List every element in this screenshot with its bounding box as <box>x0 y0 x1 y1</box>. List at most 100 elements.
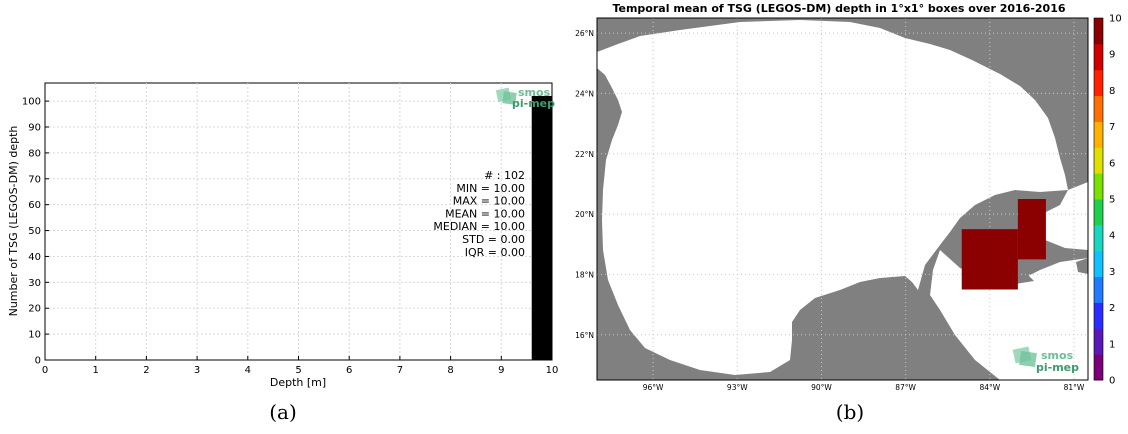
x-tick-label: 5 <box>295 365 301 376</box>
lon-tick-label: 93°W <box>727 383 748 392</box>
x-tick-label: 7 <box>397 365 403 376</box>
histogram-x-ticks: 0 1 2 3 4 5 6 7 8 9 10 <box>42 356 559 376</box>
yucatan-peninsula <box>800 280 915 345</box>
map-data-cells <box>961 199 1046 290</box>
colorbar-tick-label: 2 <box>1109 303 1115 314</box>
stat-line: MAX = 10.00 <box>453 195 525 208</box>
histogram-y-ticks: 0 10 20 30 40 50 60 70 80 90 100 <box>22 97 49 367</box>
colorbar-segment <box>1094 354 1103 381</box>
y-tick-label: 70 <box>28 174 41 185</box>
colorbar-tick-label: 0 <box>1109 376 1115 387</box>
y-tick-label: 100 <box>22 97 41 108</box>
y-tick-label: 40 <box>28 252 41 263</box>
lat-tick-label: 22°N <box>575 150 594 159</box>
x-tick-label: 9 <box>498 365 504 376</box>
map-lon-ticks: 96°W 93°W 90°W 87°W 84°W 81°W <box>643 383 1085 392</box>
stat-line: MEDIAN = 10.00 <box>433 220 525 233</box>
stat-line: # : 102 <box>484 169 525 182</box>
colorbar-segment <box>1094 199 1103 226</box>
lat-tick-label: 24°N <box>575 89 594 98</box>
histogram-plot-area <box>44 82 553 361</box>
hispaniola-island <box>1076 258 1088 274</box>
data-cell <box>961 229 1018 290</box>
colorbar-tick-label: 4 <box>1109 231 1115 242</box>
colorbar-frame <box>1093 17 1104 381</box>
lon-tick-label: 90°W <box>811 383 832 392</box>
stat-line: MEAN = 10.00 <box>445 207 525 220</box>
smos-logo-a: smos pi-mep <box>495 86 555 110</box>
x-tick-label: 0 <box>42 365 48 376</box>
histogram-y-label: Number of TSG (LEGOS-DM) depth <box>7 126 20 317</box>
lon-tick-label: 87°W <box>895 383 916 392</box>
logo-text-line1: smos <box>518 86 551 99</box>
x-tick-label: 2 <box>143 365 149 376</box>
histogram-bar <box>531 95 552 361</box>
y-tick-label: 90 <box>28 123 41 134</box>
x-tick-label: 4 <box>245 365 251 376</box>
gulf-water <box>597 20 1068 375</box>
stat-line: IQR = 0.00 <box>465 246 525 259</box>
y-tick-label: 50 <box>28 226 41 237</box>
lat-tick-label: 16°N <box>575 331 594 340</box>
colorbar-tick-label: 9 <box>1109 50 1115 61</box>
colorbar-tick-label: 8 <box>1109 86 1115 97</box>
colorbar-segment <box>1094 276 1103 303</box>
histogram-x-label: Depth [m] <box>270 376 326 389</box>
colorbar-segment <box>1094 173 1103 200</box>
colorbar: 0 1 2 3 4 5 6 7 8 9 10 <box>1093 14 1122 387</box>
colorbar-tick-label: 10 <box>1109 14 1122 25</box>
y-tick-label: 30 <box>28 278 41 289</box>
map-area <box>597 18 1088 380</box>
y-tick-label: 0 <box>35 356 41 367</box>
stat-line: STD = 0.00 <box>462 233 525 246</box>
logo-text-line1: smos <box>1041 349 1074 362</box>
colorbar-segment <box>1094 302 1103 329</box>
lat-tick-label: 18°N <box>575 270 594 279</box>
colorbar-segment <box>1094 250 1103 278</box>
map-lat-ticks: 16°N 18°N 20°N 22°N 24°N 26°N <box>575 29 594 340</box>
y-tick-label: 60 <box>28 200 41 211</box>
colorbar-segment <box>1094 95 1103 122</box>
y-tick-label: 80 <box>28 148 41 159</box>
logo-text-line2: pi-mep <box>512 97 555 110</box>
colorbar-tick-label: 1 <box>1109 339 1115 350</box>
logo-mark-icon <box>495 87 517 105</box>
colorbar-segment <box>1094 121 1103 148</box>
x-tick-label: 6 <box>346 365 352 376</box>
histogram-panel: 0 1 2 3 4 5 6 7 8 9 10 0 10 20 30 40 50 60 70 80 90 100 Dept… <box>7 82 559 424</box>
x-tick-label: 10 <box>546 365 559 376</box>
lat-tick-label: 20°N <box>575 210 594 219</box>
map-title: Temporal mean of TSG (LEGOS-DM) depth in… <box>612 2 1065 15</box>
logo-mark-icon <box>1012 346 1037 368</box>
colorbar-segment <box>1094 69 1103 97</box>
y-tick-label: 20 <box>28 304 41 315</box>
map-grid <box>597 18 1088 380</box>
caption-a: (a) <box>269 400 297 424</box>
histogram-grid <box>45 83 552 360</box>
y-tick-label: 10 <box>28 330 41 341</box>
lon-tick-label: 96°W <box>643 383 664 392</box>
colorbar-tick-label: 6 <box>1109 158 1115 169</box>
colorbar-segment <box>1094 328 1103 355</box>
colorbar-segment <box>1094 224 1103 252</box>
x-tick-label: 1 <box>93 365 99 376</box>
x-tick-label: 8 <box>447 365 453 376</box>
colorbar-tick-label: 7 <box>1109 122 1115 133</box>
colorbar-tick-label: 3 <box>1109 267 1115 278</box>
lat-tick-label: 26°N <box>575 29 594 38</box>
data-cell <box>1017 199 1046 260</box>
logo-text-line2: pi-mep <box>1036 361 1079 374</box>
lon-tick-label: 81°W <box>1064 383 1085 392</box>
lon-tick-label: 84°W <box>979 383 1000 392</box>
smos-logo-b: smos pi-mep <box>1012 346 1079 374</box>
x-tick-label: 3 <box>194 365 200 376</box>
colorbar-segment <box>1094 18 1103 45</box>
histogram-bars <box>531 95 552 361</box>
colorbar-segment <box>1094 43 1103 71</box>
colorbar-segment <box>1094 147 1103 174</box>
map-frame <box>596 17 1089 381</box>
stat-line: MIN = 10.00 <box>456 182 525 195</box>
caption-b: (b) <box>836 400 864 424</box>
